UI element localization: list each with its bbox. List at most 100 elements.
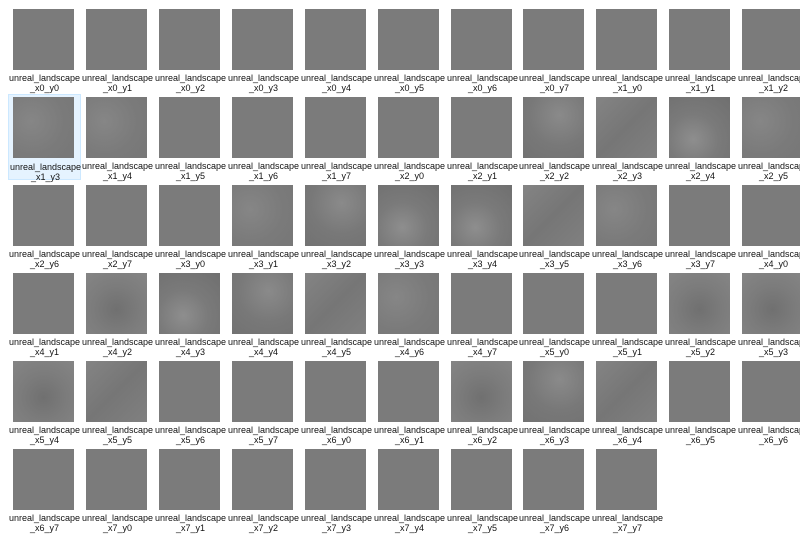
file-item[interactable]: unreal_landscape _x1_y6 [227, 94, 300, 181]
file-name-label: unreal_landscape _x4_y7 [443, 337, 522, 357]
file-item[interactable]: unreal_landscape _x1_y3 [8, 94, 81, 182]
file-name-line2: _x1_y6 [248, 171, 279, 181]
file-item[interactable]: unreal_landscape _x7_y1 [154, 446, 227, 533]
file-name-label: unreal_landscape _x2_y4 [661, 161, 740, 181]
file-thumbnail [523, 361, 584, 422]
file-item[interactable]: unreal_landscape _x3_y3 [373, 182, 446, 269]
file-name-label: unreal_landscape _x6_y0 [297, 425, 376, 445]
file-item[interactable]: unreal_landscape _x0_y6 [446, 6, 519, 93]
file-item[interactable]: unreal_landscape _x7_y7 [591, 446, 664, 533]
file-name-line1: unreal_landscape [446, 249, 519, 259]
file-name-label: unreal_landscape _x0_y7 [515, 73, 594, 93]
file-item[interactable]: unreal_landscape _x4_y5 [300, 270, 373, 357]
file-item[interactable]: unreal_landscape_x5_y3 [737, 270, 800, 357]
file-thumbnail [86, 97, 147, 158]
file-item[interactable]: unreal_landscape _x5_y5 [81, 358, 154, 445]
file-item[interactable]: unreal_landscape _x3_y6 [591, 182, 664, 269]
file-name-line1: unreal_landscape [591, 337, 664, 347]
file-item[interactable]: unreal_landscape _x5_y6 [154, 358, 227, 445]
file-name-line1: unreal_landscape [227, 73, 300, 83]
file-item[interactable]: unreal_landscape _x6_y1 [373, 358, 446, 445]
file-item[interactable]: unreal_landscape _x3_y5 [518, 182, 591, 269]
file-name-line1: unreal_landscape [81, 249, 154, 259]
file-item[interactable]: unreal_landscape _x3_y4 [446, 182, 519, 269]
file-item[interactable]: unreal_landscape _x0_y1 [81, 6, 154, 93]
file-name-line1: unreal_landscape [737, 425, 800, 435]
file-item[interactable]: unreal_landscape_x1_y2 [737, 6, 800, 93]
file-item[interactable]: unreal_landscape _x2_y6 [8, 182, 81, 269]
file-item[interactable]: unreal_landscape _x6_y2 [446, 358, 519, 445]
file-item[interactable]: unreal_landscape _x4_y2 [81, 270, 154, 357]
file-item[interactable]: unreal_landscape _x5_y4 [8, 358, 81, 445]
file-item[interactable]: unreal_landscape _x7_y5 [446, 446, 519, 533]
file-item[interactable]: unreal_landscape _x6_y3 [518, 358, 591, 445]
file-item[interactable]: unreal_landscape _x5_y7 [227, 358, 300, 445]
file-item[interactable]: unreal_landscape _x6_y7 [8, 446, 81, 533]
file-item[interactable]: unreal_landscape _x1_y0 [591, 6, 664, 93]
file-item[interactable]: unreal_landscape _x4_y6 [373, 270, 446, 357]
file-name-line1: unreal_landscape [81, 513, 154, 523]
file-item[interactable]: unreal_landscape_x4_y0 [737, 182, 800, 269]
file-item[interactable]: unreal_landscape _x5_y0 [518, 270, 591, 357]
file-item[interactable]: unreal_landscape _x7_y3 [300, 446, 373, 533]
file-item[interactable]: unreal_landscape _x6_y0 [297, 358, 376, 445]
file-item[interactable]: unreal_landscape _x4_y3 [154, 270, 227, 357]
file-item[interactable]: unreal_landscape_x6_y6 [737, 358, 800, 445]
file-name-line2: _x1_y0 [612, 83, 643, 93]
file-item[interactable]: unreal_landscape _x4_y7 [443, 270, 522, 357]
file-name-line1: unreal_landscape [373, 161, 446, 171]
file-name-label: unreal_landscape _x2_y3 [588, 161, 667, 181]
file-item[interactable]: unreal_landscape _x7_y4 [373, 446, 446, 533]
file-name-line2: _x4_y4 [248, 347, 279, 357]
file-thumbnail [86, 449, 147, 510]
file-item[interactable]: unreal_landscape _x4_y1 [8, 270, 81, 357]
file-thumbnail [232, 185, 293, 246]
file-name-line1: unreal_landscape [81, 73, 154, 83]
file-item[interactable]: unreal_landscape _x1_y1 [664, 6, 737, 93]
file-name-line2: _x1_y7 [321, 171, 352, 181]
file-name-line1: unreal_landscape [300, 249, 373, 259]
file-thumbnail [596, 9, 657, 70]
file-item[interactable]: unreal_landscape _x2_y2 [518, 94, 591, 181]
file-thumbnail [378, 449, 439, 510]
file-item[interactable]: unreal_landscape _x5_y2 [664, 270, 737, 357]
file-name-line2: _x5_y3 [758, 347, 789, 357]
file-item[interactable]: unreal_landscape _x7_y0 [81, 446, 154, 533]
file-thumbnail [451, 273, 512, 334]
file-item[interactable]: unreal_landscape _x2_y0 [373, 94, 446, 181]
file-item[interactable]: unreal_landscape _x2_y1 [446, 94, 519, 181]
file-item[interactable]: unreal_landscape_x2_y5 [737, 94, 800, 181]
file-item[interactable]: unreal_landscape _x1_y5 [154, 94, 227, 181]
file-item[interactable]: unreal_landscape _x2_y4 [661, 94, 740, 181]
file-item[interactable]: unreal_landscape _x3_y1 [227, 182, 300, 269]
file-thumbnail [305, 97, 366, 158]
file-item[interactable]: unreal_landscape _x0_y0 [8, 6, 81, 93]
file-item[interactable]: unreal_landscape _x2_y3 [588, 94, 667, 181]
file-item[interactable]: unreal_landscape _x3_y0 [154, 182, 227, 269]
file-item[interactable]: unreal_landscape _x0_y7 [515, 6, 594, 93]
file-item[interactable]: unreal_landscape _x7_y2 [227, 446, 300, 533]
file-item[interactable]: unreal_landscape _x4_y4 [227, 270, 300, 357]
file-item[interactable]: unreal_landscape _x2_y7 [81, 182, 154, 269]
file-item[interactable]: unreal_landscape _x1_y4 [81, 94, 154, 181]
file-item[interactable]: unreal_landscape _x3_y2 [300, 182, 373, 269]
file-item[interactable]: unreal_landscape _x0_y5 [373, 6, 446, 93]
file-item[interactable]: unreal_landscape _x5_y1 [591, 270, 664, 357]
file-name-label: unreal_landscape _x7_y6 [515, 513, 594, 533]
file-name-line1: unreal_landscape [664, 425, 737, 435]
file-item[interactable]: unreal_landscape _x6_y5 [664, 358, 737, 445]
file-name-line1: unreal_landscape [8, 73, 81, 83]
file-item[interactable]: unreal_landscape _x0_y3 [227, 6, 300, 93]
file-item[interactable]: unreal_landscape _x3_y7 [664, 182, 737, 269]
file-name-line1: unreal_landscape [154, 425, 227, 435]
file-thumbnail [305, 273, 366, 334]
file-name-line2: _x2_y2 [539, 171, 570, 181]
file-item[interactable]: unreal_landscape _x7_y6 [515, 446, 594, 533]
file-item[interactable]: unreal_landscape _x1_y7 [300, 94, 373, 181]
file-thumbnail [596, 273, 657, 334]
file-name-line1: unreal_landscape [154, 337, 227, 347]
file-item[interactable]: unreal_landscape _x0_y2 [154, 6, 227, 93]
file-item[interactable]: unreal_landscape _x6_y4 [591, 358, 664, 445]
file-item[interactable]: unreal_landscape _x0_y4 [300, 6, 373, 93]
